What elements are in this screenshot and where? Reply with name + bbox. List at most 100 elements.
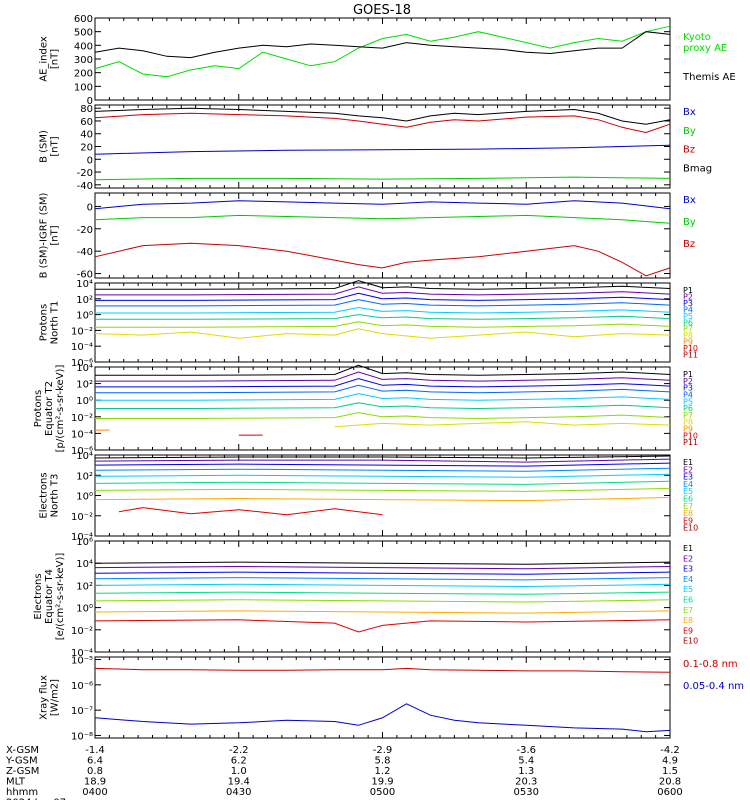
legend-entry: P6 [683, 318, 693, 327]
panel-frame [94, 17, 671, 101]
legend-entry: P3 [683, 384, 693, 393]
y-axis-label: B (SM) [39, 130, 50, 163]
y-tick-label: 10⁻² [71, 413, 93, 424]
y-tick-label: 10⁻⁴ [71, 648, 93, 659]
series-p3 [95, 378, 671, 388]
series-e7 [94, 599, 671, 603]
series-e7 [94, 487, 671, 492]
legend-entry: P8 [683, 418, 693, 427]
y-tick-label: 80 [80, 104, 93, 115]
y-tick-label: 10⁻² [71, 512, 93, 523]
panel-frame [94, 540, 671, 653]
x-tick-value: 0600 [657, 787, 682, 798]
series-e6 [94, 591, 671, 595]
x-tick-value: 0430 [226, 787, 251, 798]
y-axis-label: Protons [33, 390, 44, 427]
x-tick-value: 1.0 [231, 766, 247, 777]
series-bx [94, 200, 671, 210]
series-p1 [95, 280, 671, 290]
legend-entry: E5 [683, 487, 693, 496]
series-bx [94, 144, 671, 155]
x-tick-value: 18.9 [84, 777, 106, 788]
legend-entry: E1 [683, 458, 693, 467]
y-axis-label: [nT] [50, 49, 61, 69]
legend-entry: E2 [683, 465, 693, 474]
x-tick-value: 0.8 [87, 766, 103, 777]
y-axis-label: Equator T2 [44, 381, 55, 436]
legend-entry: E3 [683, 565, 693, 574]
legend-entry: P2 [683, 377, 693, 386]
legend-entry: E5 [683, 585, 693, 594]
x-tick-value: -2.2 [229, 745, 249, 756]
y-tick-label: 10⁰ [76, 396, 93, 407]
x-row-label: MLT [6, 777, 26, 788]
y-tick-label: -40 [77, 247, 93, 258]
y-tick-label: 500 [74, 28, 93, 39]
legend-entry: 0.05-0.4 nm [683, 681, 744, 692]
series-p5 [95, 306, 671, 314]
panel-eequator: 10⁻⁴ 10⁻² 10⁰ 10² 10⁴ 10⁶ Electrons Equator T4[… [33, 537, 698, 659]
y-tick-label: -20 [77, 225, 93, 236]
y-tick-label: 10⁻⁴ [71, 342, 93, 353]
panel-frame [94, 192, 671, 279]
y-tick-label: 0 [87, 155, 93, 166]
legend-entry: Bx [683, 195, 696, 206]
panel-bigrf: -60 -40 -20 0 B (SM)-IGRF (SM) [nT] Bx By Bz [39, 192, 696, 281]
legend-entry: By [683, 126, 696, 137]
panel-pequator: 10⁻⁶ 10⁻⁴ 10⁻² 10⁰ 10² 10⁴ Protons Equator T2 [p… [33, 363, 698, 457]
x-tick-value: 20.8 [659, 777, 681, 788]
legend-entry: E1 [683, 544, 693, 553]
y-axis-label: North T3 [50, 474, 61, 518]
series-e6 [94, 480, 671, 485]
series-p1 [95, 364, 671, 376]
series-e9 [94, 619, 671, 633]
x-tick-value: 4.9 [662, 756, 678, 767]
y-axis-label: B (SM)-IGRF (SM) [39, 193, 50, 279]
legend-entry: By [683, 217, 696, 228]
legend-entry: 0.1-0.8 nm [683, 659, 738, 670]
legend-entry: P3 [683, 299, 693, 308]
y-axis-label: AE_index [39, 36, 50, 82]
series-e9 [118, 507, 383, 516]
legend-entry: Themis AE [682, 72, 736, 83]
panel-ae: 0 100 200 300 400 500 600 AE_index [nT] Kyotoprox… [39, 14, 736, 107]
series-p6 [95, 314, 671, 320]
series-bz [94, 112, 671, 134]
legend-entry: E8 [683, 616, 693, 625]
series-kyoto [94, 25, 671, 78]
series-bz [94, 242, 671, 277]
y-tick-label: 10⁻⁷ [71, 706, 93, 717]
x-tick-value: 0400 [82, 787, 107, 798]
panel-enorth: 10⁻⁴ 10⁻² 10⁰ 10² 10⁴ Electrons North T3 E1E2E3… [39, 451, 699, 543]
y-axis-label: Protons [39, 304, 50, 341]
y-tick-label: 400 [74, 41, 93, 52]
legend-entry: E3 [683, 473, 693, 482]
x-tick-value: 1.2 [375, 766, 391, 777]
y-tick-label: 10⁴ [76, 451, 93, 462]
y-tick-label: 10⁻⁵ [71, 656, 93, 667]
legend-entry: E10 [683, 637, 698, 646]
legend-entry: P5 [683, 397, 693, 406]
legend-entry: proxy AE [683, 43, 727, 54]
x-tick-value: -3.6 [516, 745, 536, 756]
legend-entry: P1 [683, 286, 693, 295]
legend-entry: Bmag [683, 163, 712, 174]
legend-entry: P11 [683, 351, 698, 360]
series-e4 [94, 467, 671, 472]
series-p2 [95, 286, 671, 296]
y-tick-label: 10⁻² [71, 626, 93, 637]
legend-entry: P5 [683, 312, 693, 321]
legend-entry: Bz [683, 145, 695, 156]
series-e1 [94, 455, 671, 459]
panel-xray: 10⁻⁸ 10⁻⁷ 10⁻⁶ 10⁻⁵ Xray flux [W/m2] 0.1-0.8 n… [39, 656, 745, 743]
series-p4 [95, 299, 671, 307]
legend-entry: P10 [683, 431, 698, 440]
y-tick-label: 10⁶ [76, 537, 93, 548]
x-tick-value: 1.3 [518, 766, 534, 777]
x-tick-value: -4.2 [660, 745, 680, 756]
y-tick-label: 40 [80, 130, 93, 141]
x-tick-value: -1.4 [85, 745, 105, 756]
series-p7 [95, 321, 671, 328]
series-p5 [95, 393, 671, 401]
